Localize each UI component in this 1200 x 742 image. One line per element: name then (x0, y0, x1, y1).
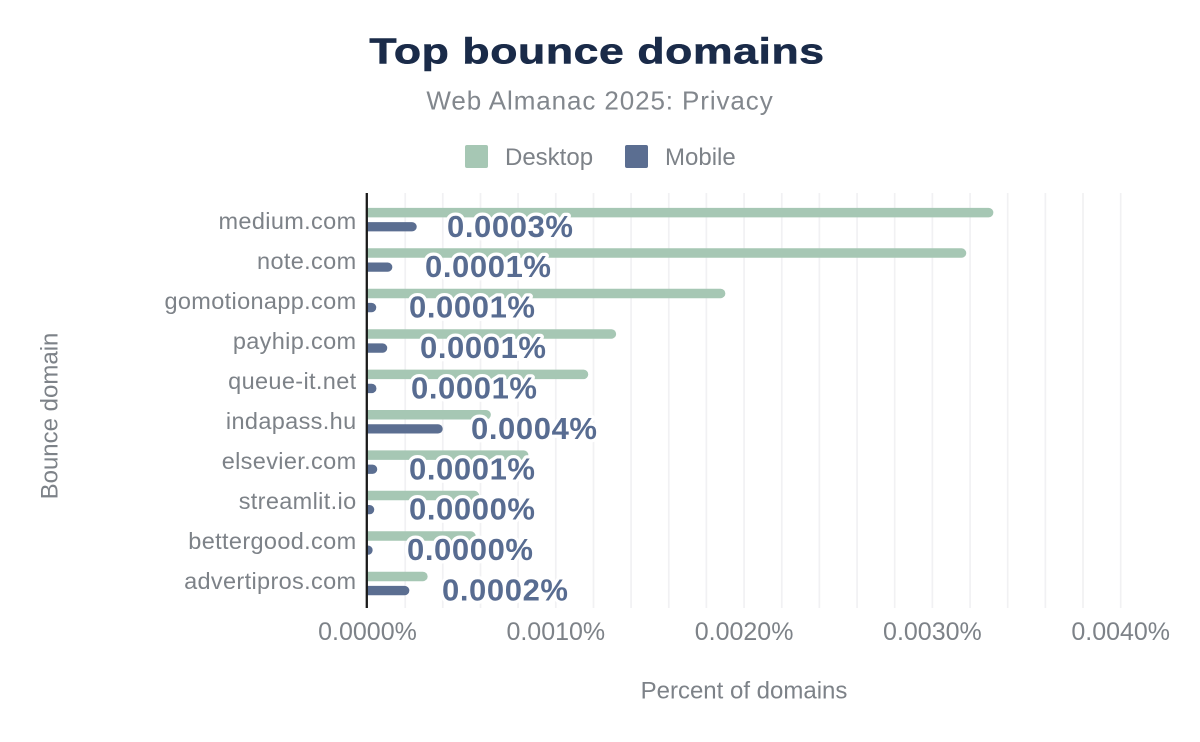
svg-text:0.0003%: 0.0003% (447, 209, 574, 244)
svg-text:Web Almanac 2025: Privacy: Web Almanac 2025: Privacy (426, 86, 773, 116)
svg-text:Bounce domain: Bounce domain (37, 333, 64, 500)
svg-text:note.com: note.com (257, 248, 356, 274)
svg-text:queue-it.net: queue-it.net (228, 368, 356, 394)
svg-text:0.0000%: 0.0000% (407, 532, 534, 567)
svg-text:streamlit.io: streamlit.io (239, 488, 357, 514)
svg-text:Percent of domains: Percent of domains (641, 678, 848, 705)
svg-text:Top bounce domains: Top bounce domains (369, 30, 824, 71)
svg-text:0.0001%: 0.0001% (420, 330, 547, 365)
svg-text:bettergood.com: bettergood.com (188, 528, 356, 554)
svg-text:0.0010%: 0.0010% (506, 618, 605, 646)
svg-text:Desktop: Desktop (505, 144, 593, 171)
svg-text:medium.com: medium.com (218, 208, 356, 234)
svg-text:gomotionapp.com: gomotionapp.com (164, 288, 356, 314)
svg-text:advertipros.com: advertipros.com (184, 568, 356, 594)
svg-text:0.0000%: 0.0000% (409, 492, 536, 527)
svg-text:0.0000%: 0.0000% (318, 618, 417, 646)
svg-text:Mobile: Mobile (665, 144, 736, 171)
svg-text:0.0002%: 0.0002% (442, 573, 569, 608)
svg-text:payhip.com: payhip.com (233, 328, 357, 354)
svg-text:0.0004%: 0.0004% (471, 411, 598, 446)
svg-text:0.0001%: 0.0001% (409, 290, 536, 325)
svg-text:indapass.hu: indapass.hu (226, 408, 357, 434)
svg-text:0.0020%: 0.0020% (695, 618, 794, 646)
svg-text:0.0001%: 0.0001% (411, 370, 538, 405)
svg-text:0.0001%: 0.0001% (409, 451, 536, 486)
svg-text:0.0001%: 0.0001% (425, 249, 552, 284)
svg-text:0.0040%: 0.0040% (1071, 618, 1170, 646)
svg-text:elsevier.com: elsevier.com (222, 448, 357, 474)
svg-text:0.0030%: 0.0030% (883, 618, 982, 646)
